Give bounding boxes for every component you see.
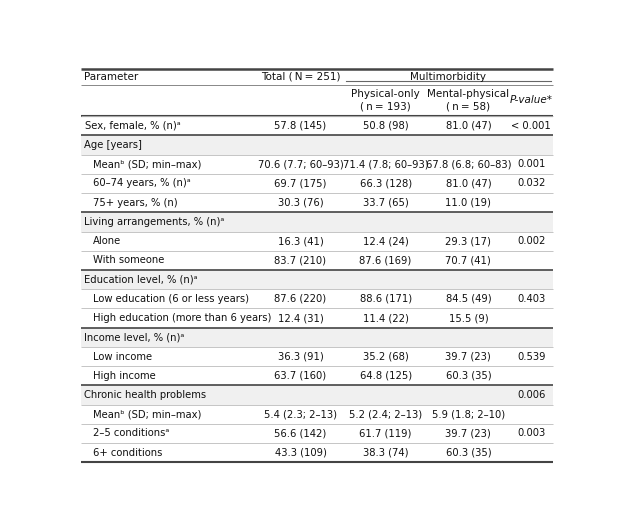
Text: 30.3 (76): 30.3 (76) bbox=[278, 198, 323, 208]
Bar bbox=[81, 212, 553, 232]
Text: Income level, % (n)ᵃ: Income level, % (n)ᵃ bbox=[84, 332, 184, 342]
Text: 0.003: 0.003 bbox=[517, 429, 545, 439]
Bar bbox=[81, 405, 553, 424]
Text: Education level, % (n)ᵃ: Education level, % (n)ᵃ bbox=[84, 275, 197, 285]
Bar bbox=[81, 443, 553, 462]
Text: Sex, female, % (n)ᵃ: Sex, female, % (n)ᵃ bbox=[85, 121, 181, 131]
Text: 12.4 (31): 12.4 (31) bbox=[277, 313, 323, 323]
Bar bbox=[81, 366, 553, 385]
Text: 64.8 (125): 64.8 (125) bbox=[360, 371, 412, 381]
Text: 83.7 (210): 83.7 (210) bbox=[274, 255, 326, 265]
Bar bbox=[81, 69, 553, 85]
Text: Chronic health problems: Chronic health problems bbox=[84, 390, 206, 400]
Text: P-value*: P-value* bbox=[509, 95, 553, 105]
Text: 36.3 (91): 36.3 (91) bbox=[277, 352, 323, 362]
Bar bbox=[81, 155, 553, 174]
Text: 5.4 (2.3; 2–13): 5.4 (2.3; 2–13) bbox=[264, 409, 337, 419]
Text: 29.3 (17): 29.3 (17) bbox=[446, 236, 491, 246]
Text: 38.3 (74): 38.3 (74) bbox=[363, 447, 409, 457]
Text: 2–5 conditionsᵃ: 2–5 conditionsᵃ bbox=[93, 429, 170, 439]
Bar bbox=[81, 85, 553, 116]
Bar bbox=[81, 135, 553, 155]
Text: Total ( N = 251): Total ( N = 251) bbox=[261, 72, 340, 82]
Text: 12.4 (24): 12.4 (24) bbox=[363, 236, 409, 246]
Text: 43.3 (109): 43.3 (109) bbox=[274, 447, 326, 457]
Text: 66.3 (128): 66.3 (128) bbox=[360, 179, 412, 189]
Text: 69.7 (175): 69.7 (175) bbox=[274, 179, 327, 189]
Text: 60.3 (35): 60.3 (35) bbox=[446, 447, 491, 457]
Text: 81.0 (47): 81.0 (47) bbox=[446, 179, 491, 189]
Text: 35.2 (68): 35.2 (68) bbox=[363, 352, 409, 362]
Text: 56.6 (142): 56.6 (142) bbox=[274, 429, 327, 439]
Bar bbox=[81, 328, 553, 347]
Text: 15.5 (9): 15.5 (9) bbox=[449, 313, 488, 323]
Bar bbox=[81, 116, 553, 135]
Text: 63.7 (160): 63.7 (160) bbox=[274, 371, 326, 381]
Text: 0.032: 0.032 bbox=[517, 179, 545, 189]
Text: 50.8 (98): 50.8 (98) bbox=[363, 121, 409, 131]
Text: 39.7 (23): 39.7 (23) bbox=[446, 352, 491, 362]
Text: 5.2 (2.4; 2–13): 5.2 (2.4; 2–13) bbox=[349, 409, 422, 419]
Text: 75+ years, % (n): 75+ years, % (n) bbox=[93, 198, 178, 208]
Text: 61.7 (119): 61.7 (119) bbox=[360, 429, 412, 439]
Bar bbox=[81, 251, 553, 270]
Text: 0.006: 0.006 bbox=[517, 390, 545, 400]
Text: Multimorbidity: Multimorbidity bbox=[410, 72, 487, 82]
Text: 60–74 years, % (n)ᵃ: 60–74 years, % (n)ᵃ bbox=[93, 179, 191, 189]
Text: 16.3 (41): 16.3 (41) bbox=[277, 236, 323, 246]
Text: High education (more than 6 years): High education (more than 6 years) bbox=[93, 313, 272, 323]
Text: Parameter: Parameter bbox=[84, 72, 138, 82]
Text: With someone: With someone bbox=[93, 255, 165, 265]
Text: 71.4 (7.8; 60–93): 71.4 (7.8; 60–93) bbox=[343, 159, 428, 169]
Text: 70.7 (41): 70.7 (41) bbox=[446, 255, 491, 265]
Text: Living arrangements, % (n)ᵃ: Living arrangements, % (n)ᵃ bbox=[84, 217, 225, 227]
Text: 57.8 (145): 57.8 (145) bbox=[274, 121, 326, 131]
Text: Mental-physical
( n = 58): Mental-physical ( n = 58) bbox=[427, 89, 509, 112]
Text: High income: High income bbox=[93, 371, 156, 381]
Bar bbox=[81, 270, 553, 289]
Text: 11.4 (22): 11.4 (22) bbox=[363, 313, 409, 323]
Text: Age [years]: Age [years] bbox=[84, 140, 142, 150]
Text: 67.8 (6.8; 60–83): 67.8 (6.8; 60–83) bbox=[426, 159, 511, 169]
Text: 39.7 (23): 39.7 (23) bbox=[446, 429, 491, 439]
Text: 5.9 (1.8; 2–10): 5.9 (1.8; 2–10) bbox=[432, 409, 505, 419]
Text: 11.0 (19): 11.0 (19) bbox=[446, 198, 491, 208]
Text: < 0.001: < 0.001 bbox=[511, 121, 551, 131]
Text: 0.001: 0.001 bbox=[517, 159, 545, 169]
Bar bbox=[81, 289, 553, 309]
Text: 88.6 (171): 88.6 (171) bbox=[360, 294, 412, 304]
Text: 0.403: 0.403 bbox=[517, 294, 545, 304]
Text: 87.6 (220): 87.6 (220) bbox=[274, 294, 326, 304]
Bar bbox=[81, 174, 553, 193]
Text: 60.3 (35): 60.3 (35) bbox=[446, 371, 491, 381]
Text: Alone: Alone bbox=[93, 236, 121, 246]
Text: 0.002: 0.002 bbox=[517, 236, 545, 246]
Bar bbox=[81, 347, 553, 366]
Text: 0.539: 0.539 bbox=[517, 352, 545, 362]
Bar bbox=[81, 193, 553, 212]
Text: 87.6 (169): 87.6 (169) bbox=[360, 255, 412, 265]
Text: 33.7 (65): 33.7 (65) bbox=[363, 198, 409, 208]
Text: 6+ conditions: 6+ conditions bbox=[93, 447, 163, 457]
Text: 70.6 (7.7; 60–93): 70.6 (7.7; 60–93) bbox=[258, 159, 344, 169]
Text: 81.0 (47): 81.0 (47) bbox=[446, 121, 491, 131]
Text: Physical-only
( n = 193): Physical-only ( n = 193) bbox=[351, 89, 420, 112]
Text: Low income: Low income bbox=[93, 352, 152, 362]
Text: Meanᵇ (SD; min–max): Meanᵇ (SD; min–max) bbox=[93, 409, 202, 419]
Bar bbox=[81, 424, 553, 443]
Text: Low education (6 or less years): Low education (6 or less years) bbox=[93, 294, 249, 304]
Text: Meanᵇ (SD; min–max): Meanᵇ (SD; min–max) bbox=[93, 159, 202, 169]
Text: 84.5 (49): 84.5 (49) bbox=[446, 294, 491, 304]
Bar bbox=[81, 232, 553, 251]
Bar bbox=[81, 385, 553, 405]
Bar bbox=[81, 309, 553, 328]
